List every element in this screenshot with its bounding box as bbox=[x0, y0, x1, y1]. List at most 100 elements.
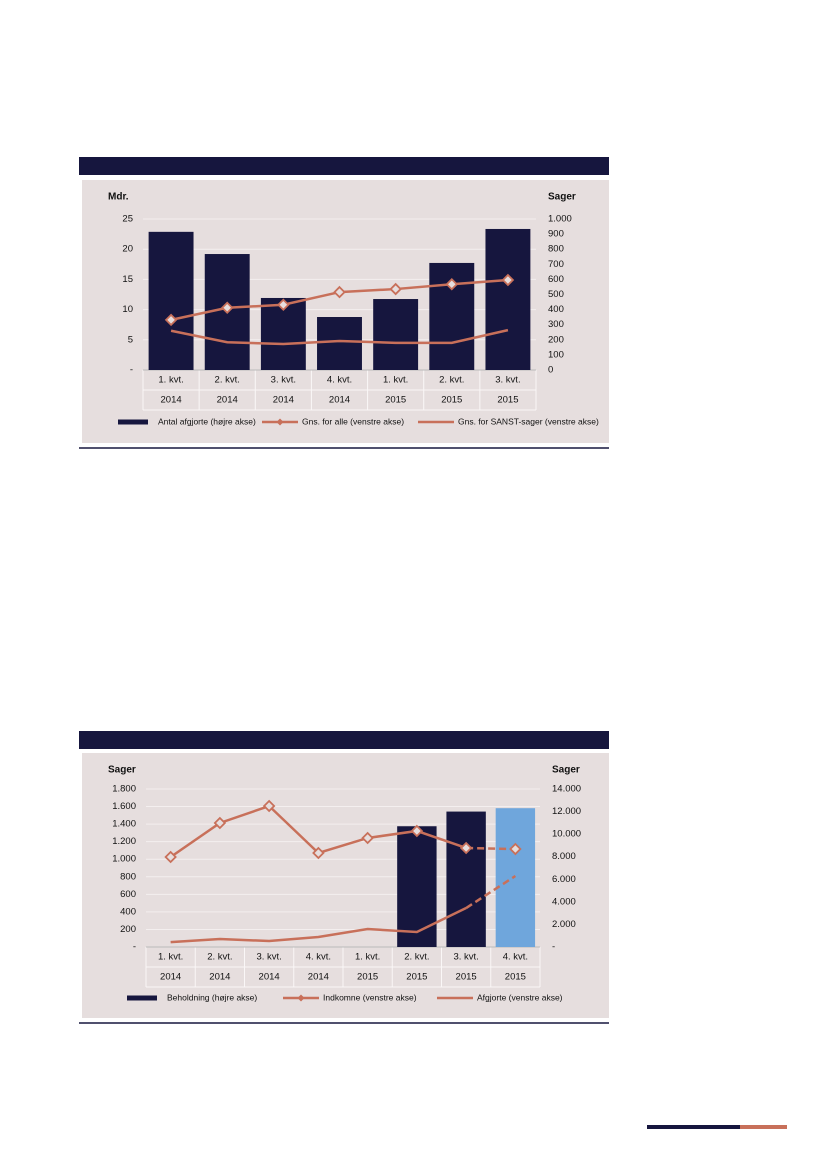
header-bar bbox=[79, 157, 609, 175]
legend-marker bbox=[276, 418, 284, 426]
bar bbox=[397, 826, 437, 947]
y2-tick-label: - bbox=[552, 942, 555, 953]
marker bbox=[262, 799, 276, 813]
y-tick-label: 10 bbox=[122, 304, 133, 315]
x-tick-label: 2014 bbox=[161, 395, 182, 406]
y2-tick-label: 300 bbox=[548, 319, 564, 330]
y-tick-label: 20 bbox=[122, 244, 133, 255]
x-tick-label: 2014 bbox=[217, 395, 238, 406]
x-tick-label: 2014 bbox=[329, 395, 350, 406]
y-tick-label: 200 bbox=[120, 924, 136, 935]
marker bbox=[389, 282, 402, 296]
x-tick-label: 3. kvt. bbox=[271, 375, 296, 386]
x-tick-label: 2014 bbox=[259, 972, 280, 983]
y-axis-title: Mdr. bbox=[108, 192, 129, 203]
legend-label: Antal afgjorte (højre akse) bbox=[158, 416, 256, 426]
marker bbox=[410, 824, 424, 838]
y-axis-title: Sager bbox=[108, 765, 136, 776]
y2-tick-label: 10.000 bbox=[552, 829, 581, 840]
y2-tick-label: 12.000 bbox=[552, 806, 581, 817]
y2-tick-label: 2.000 bbox=[552, 919, 576, 930]
x-tick-label: 1. kvt. bbox=[383, 375, 408, 386]
y-tick-label: 800 bbox=[120, 871, 136, 882]
legend-swatch bbox=[127, 995, 157, 1001]
x-tick-label: 4. kvt. bbox=[503, 952, 528, 963]
header-bar bbox=[79, 731, 609, 749]
x-tick-label: 4. kvt. bbox=[306, 952, 331, 963]
y-tick-label: 5 bbox=[128, 334, 133, 345]
y2-tick-label: 4.000 bbox=[552, 896, 576, 907]
marker bbox=[459, 841, 473, 855]
x-tick-label: 3. kvt. bbox=[495, 375, 520, 386]
legend-label: Indkomne (venstre akse) bbox=[323, 992, 417, 1002]
y2-tick-label: 400 bbox=[548, 304, 564, 315]
x-tick-label: 2. kvt. bbox=[404, 952, 429, 963]
line bbox=[170, 328, 509, 346]
line bbox=[170, 906, 467, 944]
marker bbox=[277, 298, 290, 312]
x-tick-label: 2015 bbox=[357, 972, 378, 983]
x-tick-label: 2014 bbox=[273, 395, 294, 406]
y-tick-label: 1.200 bbox=[112, 836, 136, 847]
marker bbox=[213, 816, 227, 830]
y-tick-label: - bbox=[133, 942, 136, 953]
x-tick-label: 2015 bbox=[385, 395, 406, 406]
y-tick-label: 600 bbox=[120, 889, 136, 900]
y2-tick-label: 100 bbox=[548, 349, 564, 360]
y-tick-label: 25 bbox=[122, 214, 133, 225]
y2-tick-label: 8.000 bbox=[552, 851, 576, 862]
y-tick-label: 1.800 bbox=[112, 784, 136, 795]
y2-tick-label: 0 bbox=[548, 365, 553, 376]
y-tick-label: 400 bbox=[120, 906, 136, 917]
x-tick-label: 2014 bbox=[209, 972, 230, 983]
legend-marker bbox=[297, 994, 305, 1002]
legend-label: Gns. for alle (venstre akse) bbox=[302, 416, 404, 426]
x-tick-label: 2. kvt. bbox=[215, 375, 240, 386]
y2-tick-label: 800 bbox=[548, 244, 564, 255]
y-tick-label: 1.000 bbox=[112, 854, 136, 865]
x-tick-label: 4. kvt. bbox=[327, 375, 352, 386]
x-tick-label: 2015 bbox=[441, 395, 462, 406]
marker bbox=[312, 846, 325, 860]
marker bbox=[445, 277, 459, 291]
line bbox=[465, 874, 517, 910]
bar bbox=[373, 299, 419, 370]
x-tick-label: 3. kvt. bbox=[453, 952, 478, 963]
bar bbox=[446, 811, 486, 947]
y2-tick-label: 1.000 bbox=[548, 214, 572, 225]
y2-tick-label: 700 bbox=[548, 259, 564, 270]
x-tick-label: 2. kvt. bbox=[207, 952, 232, 963]
y2-tick-label: 600 bbox=[548, 274, 564, 285]
x-tick-label: 1. kvt. bbox=[355, 952, 380, 963]
y2-tick-label: 6.000 bbox=[552, 874, 576, 885]
x-tick-label: 2015 bbox=[456, 972, 477, 983]
x-tick-label: 1. kvt. bbox=[158, 375, 183, 386]
bar bbox=[495, 808, 536, 947]
marker bbox=[333, 285, 346, 299]
marker bbox=[509, 842, 522, 856]
x-tick-label: 2015 bbox=[497, 395, 518, 406]
x-tick-label: 3. kvt. bbox=[256, 952, 281, 963]
x-tick-label: 2015 bbox=[505, 972, 526, 983]
legend-swatch bbox=[118, 419, 148, 425]
y2-tick-label: 200 bbox=[548, 334, 564, 345]
y-tick-label: - bbox=[130, 365, 133, 376]
y2-axis-title: Sager bbox=[548, 192, 576, 203]
x-tick-label: 2014 bbox=[160, 972, 181, 983]
x-tick-label: 2. kvt. bbox=[439, 375, 464, 386]
legend-label: Gns. for SANST-sager (venstre akse) bbox=[458, 416, 599, 426]
legend-label: Beholdning (højre akse) bbox=[167, 992, 257, 1002]
x-tick-label: 2014 bbox=[308, 972, 329, 983]
line bbox=[466, 846, 516, 851]
x-tick-label: 1. kvt. bbox=[158, 952, 183, 963]
y2-tick-label: 14.000 bbox=[552, 784, 581, 795]
bar bbox=[317, 316, 362, 370]
marker bbox=[164, 850, 177, 864]
y2-axis-title: Sager bbox=[552, 765, 580, 776]
marker bbox=[501, 273, 515, 287]
y2-tick-label: 900 bbox=[548, 229, 564, 240]
legend-label: Afgjorte (venstre akse) bbox=[477, 992, 563, 1002]
marker bbox=[164, 313, 178, 327]
marker bbox=[361, 831, 374, 845]
